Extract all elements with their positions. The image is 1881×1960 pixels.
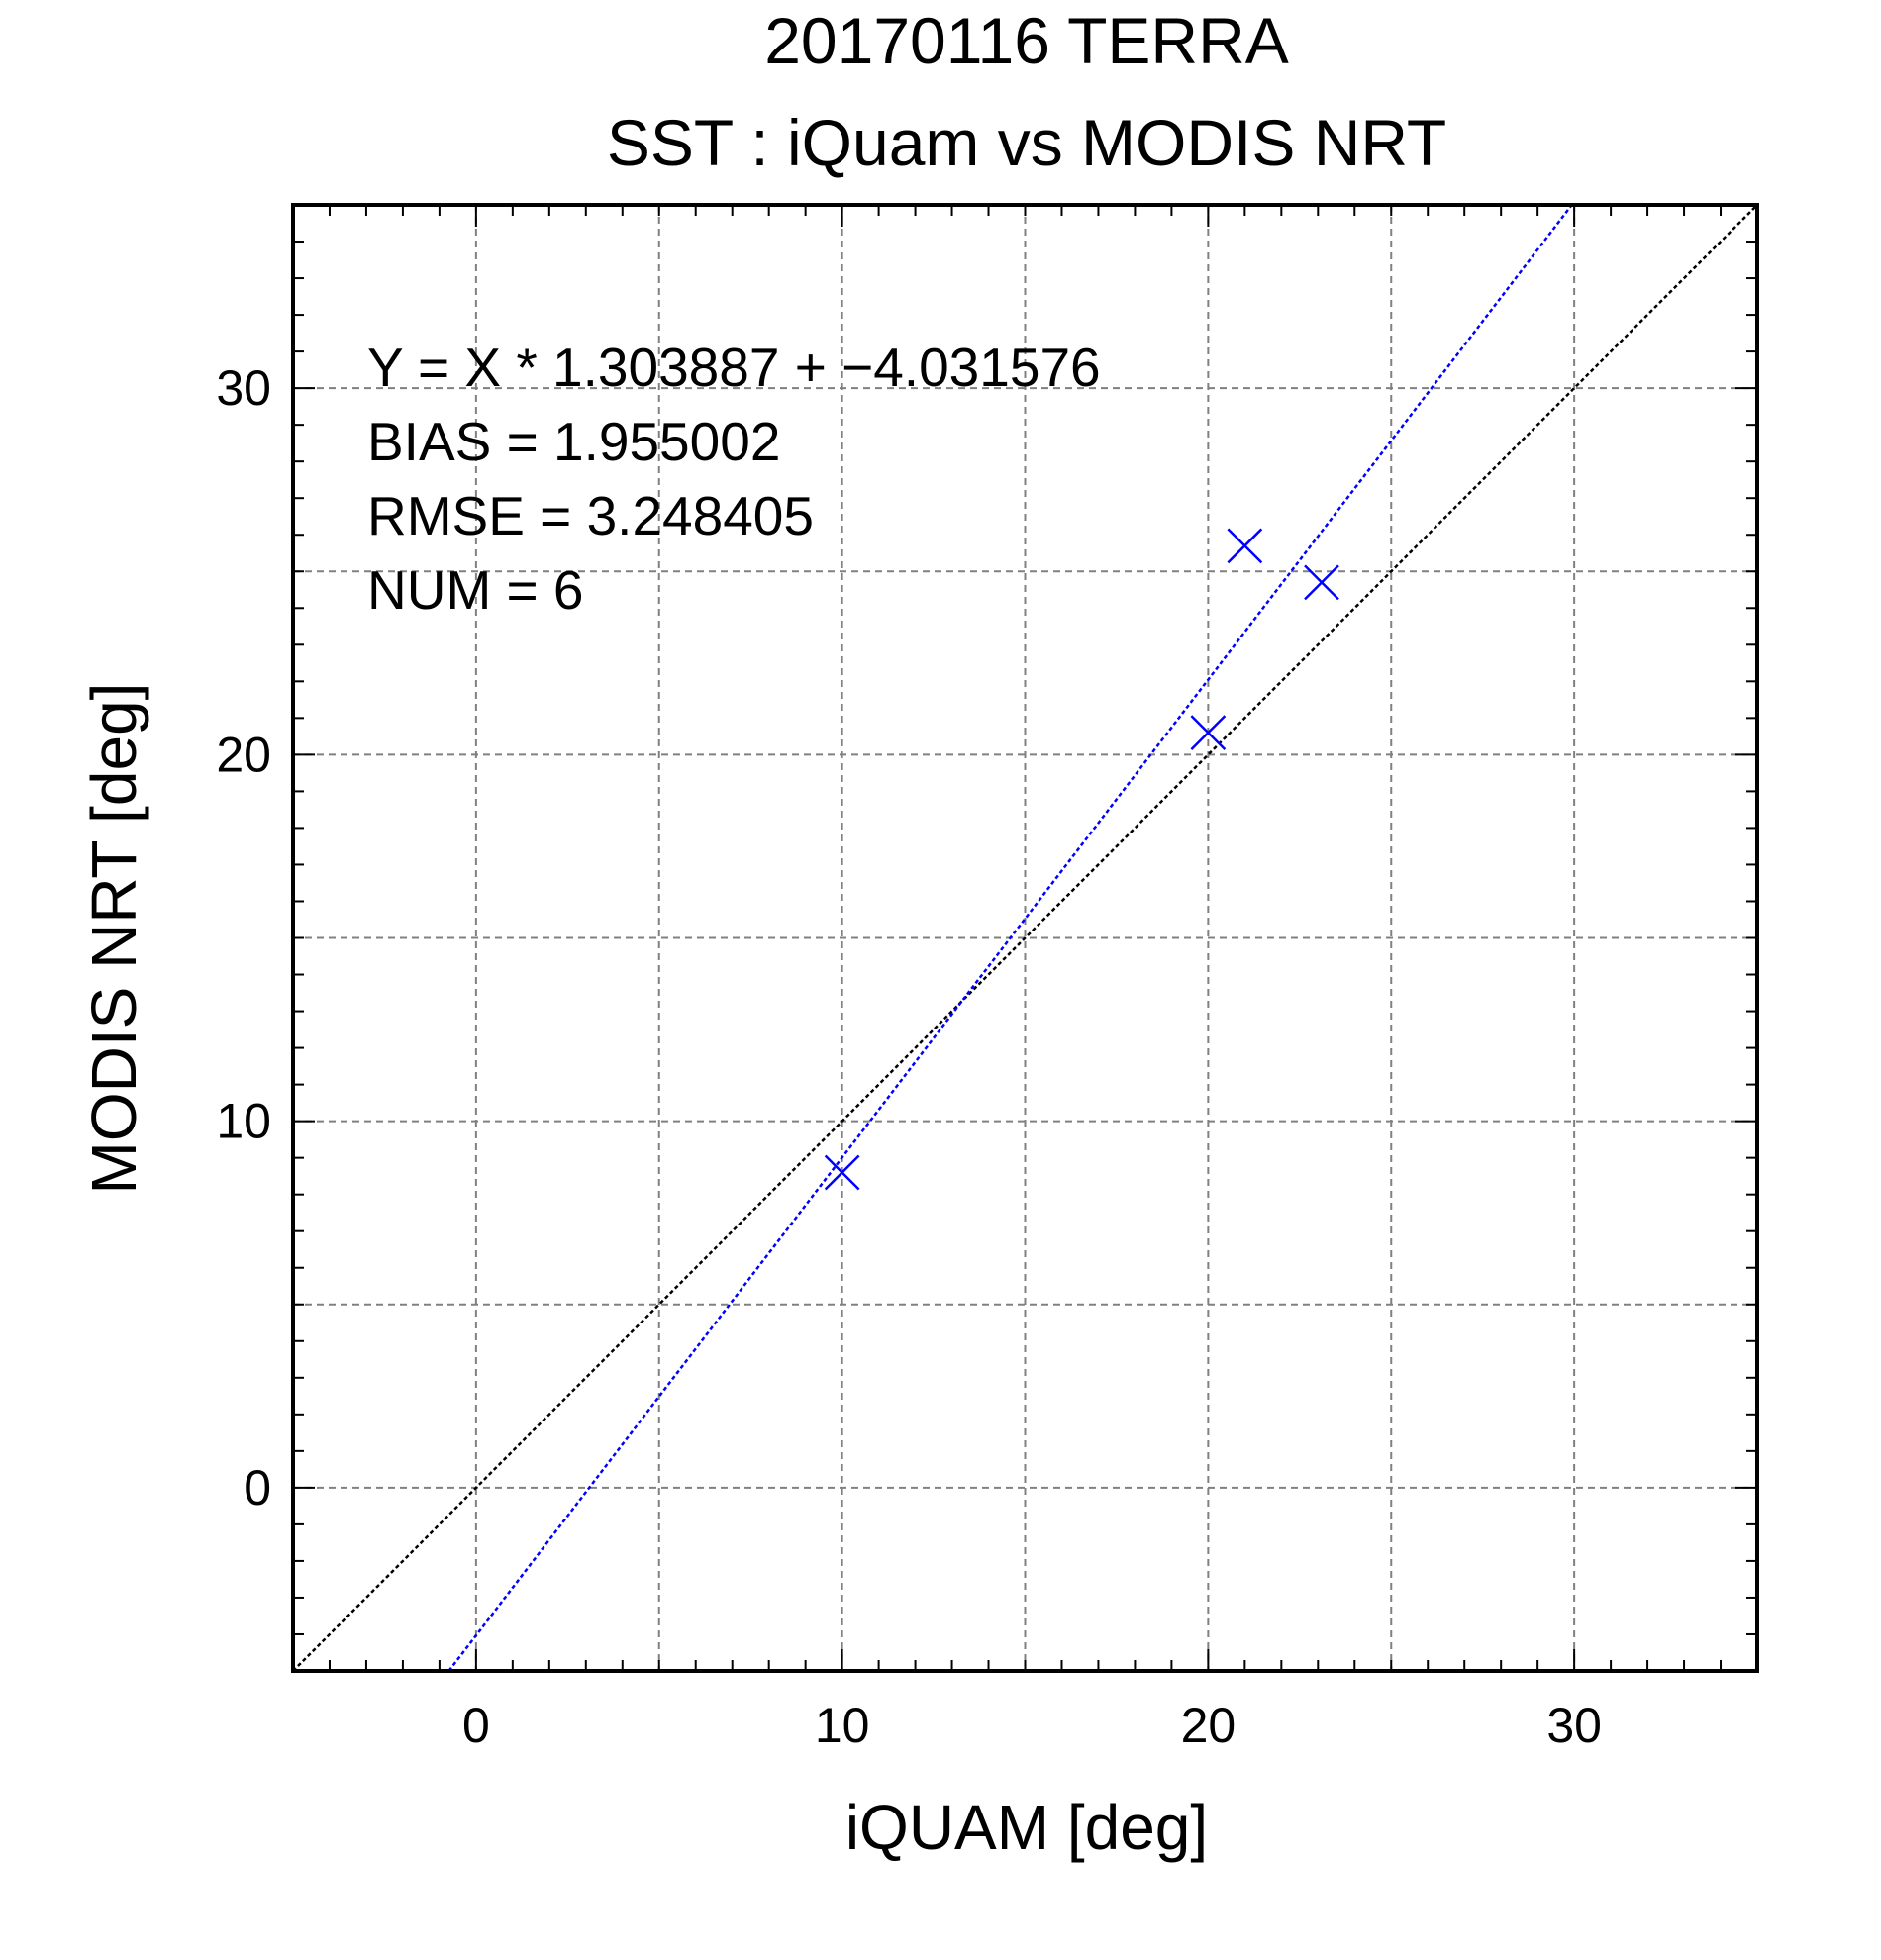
y-tick-label: 0 (244, 1460, 271, 1516)
plot-frame (291, 203, 1759, 1673)
data-points (824, 528, 1339, 1191)
regression-line (446, 205, 1574, 1671)
chart-subtitle: SST : iQuam vs MODIS NRT (607, 106, 1446, 179)
rmse-text: RMSE = 3.248405 (367, 485, 814, 546)
data-point-stroke (1304, 564, 1339, 601)
tick-labels: 0 10 20 30 0 10 20 30 (216, 360, 1602, 1753)
data-point-stroke (1190, 715, 1227, 751)
data-point (1304, 564, 1339, 601)
num-text: NUM = 6 (367, 559, 584, 621)
y-tick-label: 10 (216, 1094, 271, 1149)
grid (293, 205, 1757, 1671)
x-tick-label: 30 (1546, 1698, 1602, 1753)
reference-lines (293, 205, 1757, 1671)
bias-text: BIAS = 1.955002 (367, 411, 780, 472)
identity-line (293, 205, 1757, 1671)
y-axis-label: MODIS NRT [deg] (78, 683, 149, 1195)
fit-equation: Y = X * 1.303887 + −4.031576 (367, 337, 1101, 398)
data-point (1190, 715, 1227, 751)
x-axis-label: iQUAM [deg] (845, 1792, 1208, 1863)
chart-title: 20170116 TERRA (764, 4, 1289, 77)
stats-box: Y = X * 1.303887 + −4.031576 BIAS = 1.95… (367, 337, 1101, 621)
x-tick-label: 10 (815, 1698, 870, 1753)
x-tick-label: 0 (462, 1698, 490, 1753)
x-tick-label: 20 (1181, 1698, 1237, 1753)
data-point (824, 1154, 860, 1191)
data-point (1227, 528, 1263, 564)
y-tick-label: 30 (216, 360, 271, 416)
data-point-stroke (824, 1154, 860, 1191)
data-point-stroke (1227, 528, 1263, 564)
y-tick-label: 20 (216, 727, 271, 782)
